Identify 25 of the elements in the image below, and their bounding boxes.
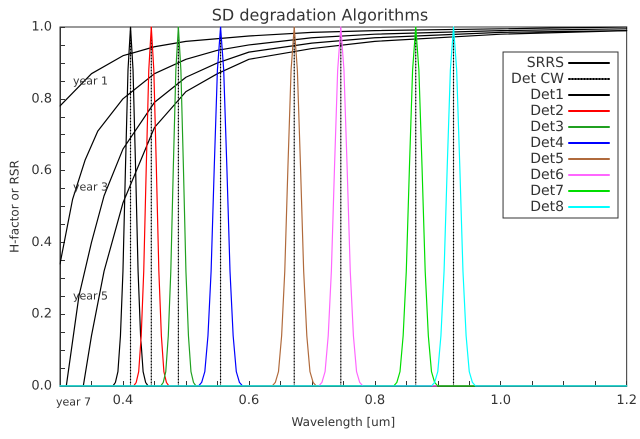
y-tick-label: 0.4 — [31, 234, 52, 250]
legend-label: SRRS — [526, 55, 564, 71]
y-tick-label: 0.2 — [31, 306, 52, 322]
x-axis-title: Wavelength [um] — [291, 415, 396, 429]
y-tick-label: 0.0 — [31, 378, 52, 394]
legend-label: Det8 — [530, 199, 564, 215]
x-tick-label: 1.2 — [616, 393, 638, 408]
y-axis-title: H-factor or RSR — [7, 160, 22, 253]
x-tick-label: 0.6 — [238, 393, 260, 408]
x-tick-label: 0.4 — [112, 393, 134, 408]
legend-label: Det4 — [530, 135, 564, 151]
x-tick-label: 0.8 — [364, 393, 386, 408]
y-tick-label: 0.8 — [31, 91, 52, 106]
y-tick-label: 1.0 — [31, 20, 52, 34]
y-tick-label: 0.6 — [31, 163, 52, 178]
legend-label: Det3 — [530, 119, 564, 135]
legend-label: Det7 — [530, 183, 564, 199]
text: year 7 — [56, 396, 92, 408]
legend-label: Det CW — [511, 71, 564, 87]
legend-label: Det6 — [530, 167, 564, 183]
chart-title: SD degradation Algorithms — [212, 6, 428, 24]
legend-label: Det5 — [530, 151, 564, 167]
legend-label: Det1 — [530, 87, 564, 103]
legend-label: Det2 — [530, 103, 564, 119]
x-tick-label: 1.0 — [490, 393, 512, 408]
